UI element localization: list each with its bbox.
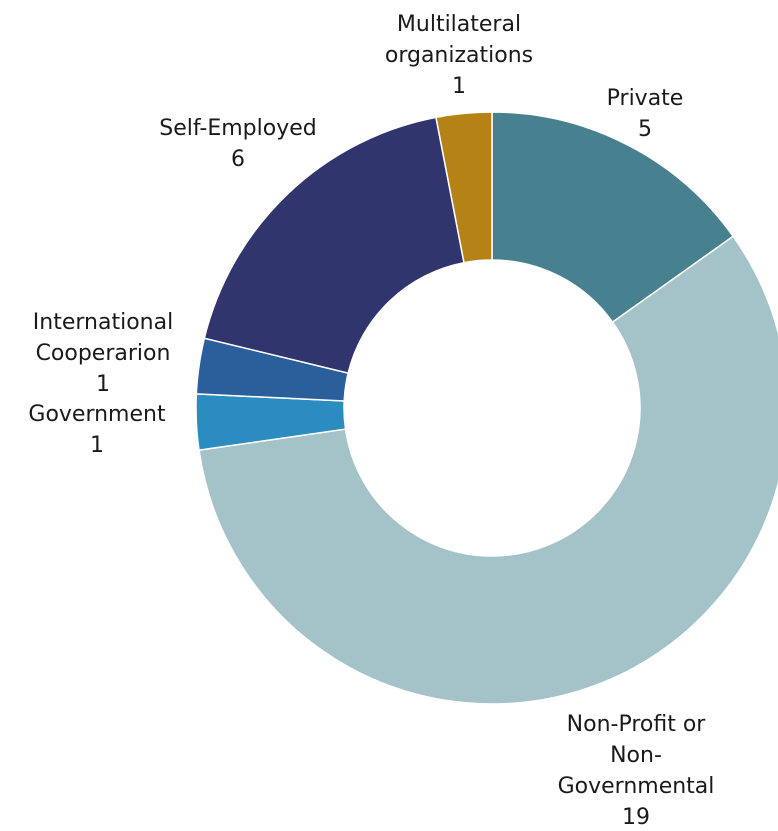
data-label-value: 19: [622, 805, 650, 827]
slice-multilateral-organizations: [435, 111, 493, 264]
data-label: Government 1: [28, 402, 166, 458]
slice-self-employed: [203, 116, 465, 375]
data-label-category: Government: [28, 402, 166, 427]
slice-private: [491, 111, 735, 324]
data-label-category: Self-Employed: [159, 116, 316, 141]
slice-non-profit-or-non-governmental: [198, 235, 778, 705]
data-label-value: 1: [96, 372, 110, 397]
data-label-value: 1: [90, 433, 104, 458]
data-label-category: Non-: [610, 743, 662, 768]
data-label: Private 5: [607, 86, 684, 142]
data-label-category: Non-Profit or: [567, 712, 707, 737]
data-label-category: organizations: [385, 43, 533, 68]
data-label-category: Cooperarion: [36, 341, 171, 366]
data-label: Multilateral organizations 1: [385, 12, 533, 99]
slices-group: [195, 111, 778, 705]
data-label-value: 1: [452, 74, 466, 99]
data-label-category: Private: [607, 86, 684, 111]
data-label: Self-Employed 6: [159, 116, 316, 172]
data-label-value: 6: [231, 147, 245, 172]
data-label: International Cooperarion 1: [33, 310, 173, 397]
data-label-value: 5: [638, 117, 652, 142]
data-label-category: Governmental: [558, 774, 715, 799]
data-label-category: Multilateral: [397, 12, 521, 37]
data-label-category: International: [33, 310, 173, 335]
labels-group: Private 5 Non-Profit or Non- Governmental 19 G…: [28, 12, 715, 830]
data-label: Non-Profit or Non- Governmental 19: [558, 712, 715, 827]
